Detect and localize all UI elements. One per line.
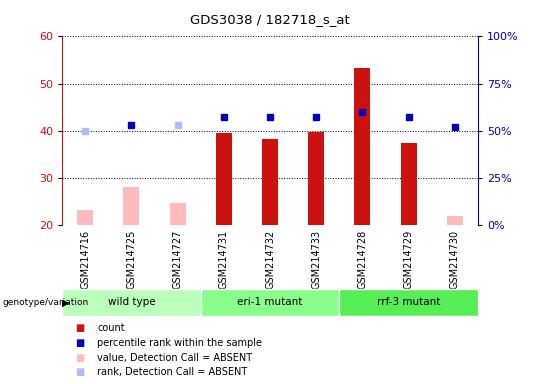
Text: genotype/variation: genotype/variation: [3, 298, 89, 307]
Text: count: count: [97, 323, 125, 333]
Bar: [262, 139, 278, 225]
Text: GSM214730: GSM214730: [450, 230, 460, 289]
Bar: [308, 131, 325, 225]
Text: GSM214716: GSM214716: [80, 230, 90, 289]
Text: percentile rank within the sample: percentile rank within the sample: [97, 338, 262, 348]
Text: ▶: ▶: [62, 298, 70, 308]
Text: GSM214729: GSM214729: [403, 230, 414, 289]
Text: GDS3038 / 182718_s_at: GDS3038 / 182718_s_at: [190, 13, 350, 26]
Text: eri-1 mutant: eri-1 mutant: [237, 297, 303, 308]
Text: ■: ■: [76, 338, 85, 348]
Bar: [62, 289, 201, 316]
Text: GSM214728: GSM214728: [357, 230, 367, 289]
Text: GSM214725: GSM214725: [126, 230, 137, 289]
Text: ■: ■: [76, 367, 85, 377]
Text: GSM214727: GSM214727: [173, 230, 183, 289]
Text: GSM214731: GSM214731: [219, 230, 229, 289]
Text: GSM214732: GSM214732: [265, 230, 275, 289]
Bar: [339, 289, 478, 316]
Text: rrf-3 mutant: rrf-3 mutant: [377, 297, 440, 308]
Text: ■: ■: [76, 323, 85, 333]
Text: rank, Detection Call = ABSENT: rank, Detection Call = ABSENT: [97, 367, 247, 377]
Bar: [354, 68, 370, 225]
Bar: [123, 187, 139, 225]
Bar: [447, 216, 463, 225]
Text: wild type: wild type: [107, 297, 155, 308]
Text: value, Detection Call = ABSENT: value, Detection Call = ABSENT: [97, 353, 252, 362]
Bar: [401, 143, 417, 225]
Bar: [201, 289, 339, 316]
Bar: [215, 133, 232, 225]
Bar: [170, 204, 186, 225]
Bar: [77, 210, 93, 225]
Text: ■: ■: [76, 353, 85, 362]
Text: GSM214733: GSM214733: [311, 230, 321, 289]
